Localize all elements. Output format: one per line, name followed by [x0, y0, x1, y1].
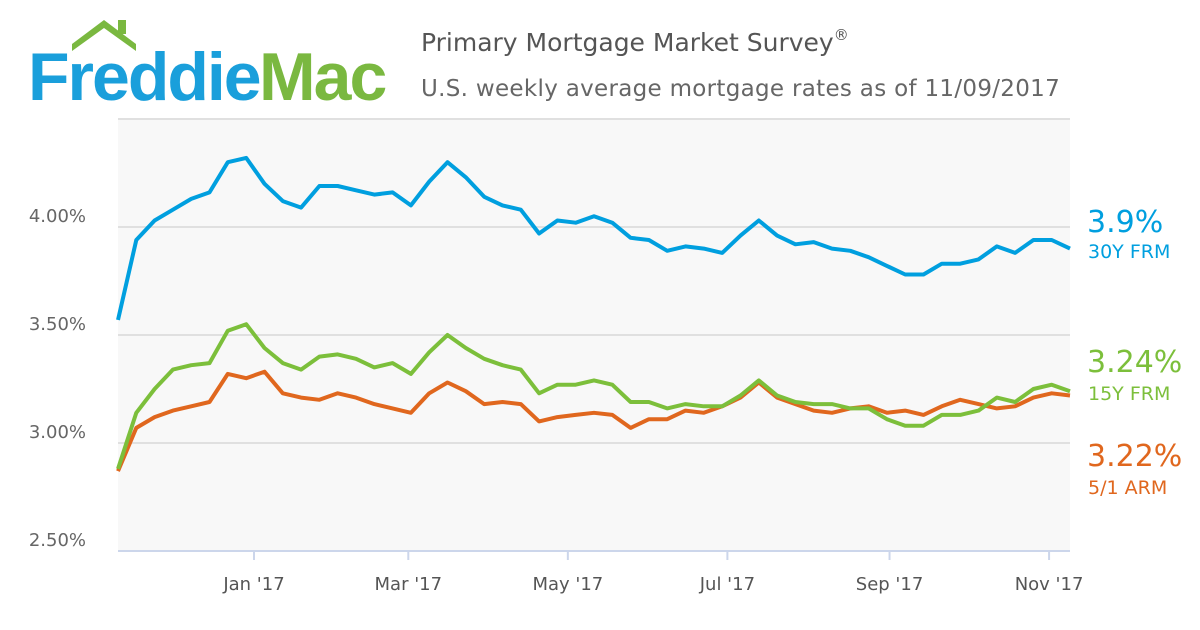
- house-roof-icon: [72, 20, 136, 51]
- series-line-30y-frm: [116, 155, 1071, 321]
- series-latest-value: 3.9%: [1087, 205, 1163, 240]
- y-tick-label: 4.00%: [29, 206, 86, 227]
- x-tick-label: Nov '17: [1015, 574, 1084, 595]
- chart-subtitle: U.S. weekly average mortgage rates as of…: [421, 76, 1061, 102]
- series-name-label: 15Y FRM: [1088, 383, 1170, 405]
- x-tick-label: Mar '17: [375, 574, 443, 595]
- gridlines: [118, 118, 1070, 552]
- logo-text-freddie: Freddie: [28, 39, 260, 112]
- y-tick-label: 3.00%: [29, 422, 86, 443]
- series-name-label: 5/1 ARM: [1088, 477, 1167, 499]
- x-tick-label: Jan '17: [222, 574, 284, 595]
- freddie-mac-logo: Freddie Mac: [28, 20, 387, 112]
- registered-mark: ®: [833, 26, 849, 44]
- x-tick-label: May '17: [532, 574, 603, 595]
- series-end-labels: 3.9%30Y FRM 3.24% 15Y FRM 3.22% 5/1 ARM: [1087, 205, 1182, 499]
- series-latest-value: 3.24%: [1087, 345, 1182, 380]
- series-lines: [116, 155, 1071, 472]
- y-axis: 2.50% 3.00% 3.50% 4.00%: [29, 206, 86, 551]
- x-tick-label: Sep '17: [856, 574, 924, 595]
- x-axis: Jan '17 Mar '17 May '17 Jul '17 Sep '17 Nov '…: [222, 551, 1083, 595]
- series-latest-value: 3.22%: [1087, 439, 1182, 474]
- series-line-5-1-arm: [116, 369, 1071, 472]
- chart-title: Primary Mortgage Market Survey®: [421, 26, 849, 57]
- series-line-15y-frm: [116, 322, 1071, 470]
- logo-text-mac: Mac: [259, 39, 385, 112]
- x-tick-label: Jul '17: [699, 574, 755, 595]
- y-tick-label: 3.50%: [29, 314, 86, 335]
- y-tick-label: 2.50%: [29, 530, 86, 551]
- chart-title-text: Primary Mortgage Market Survey: [421, 28, 834, 57]
- series-name-label: 30Y FRM: [1088, 241, 1170, 263]
